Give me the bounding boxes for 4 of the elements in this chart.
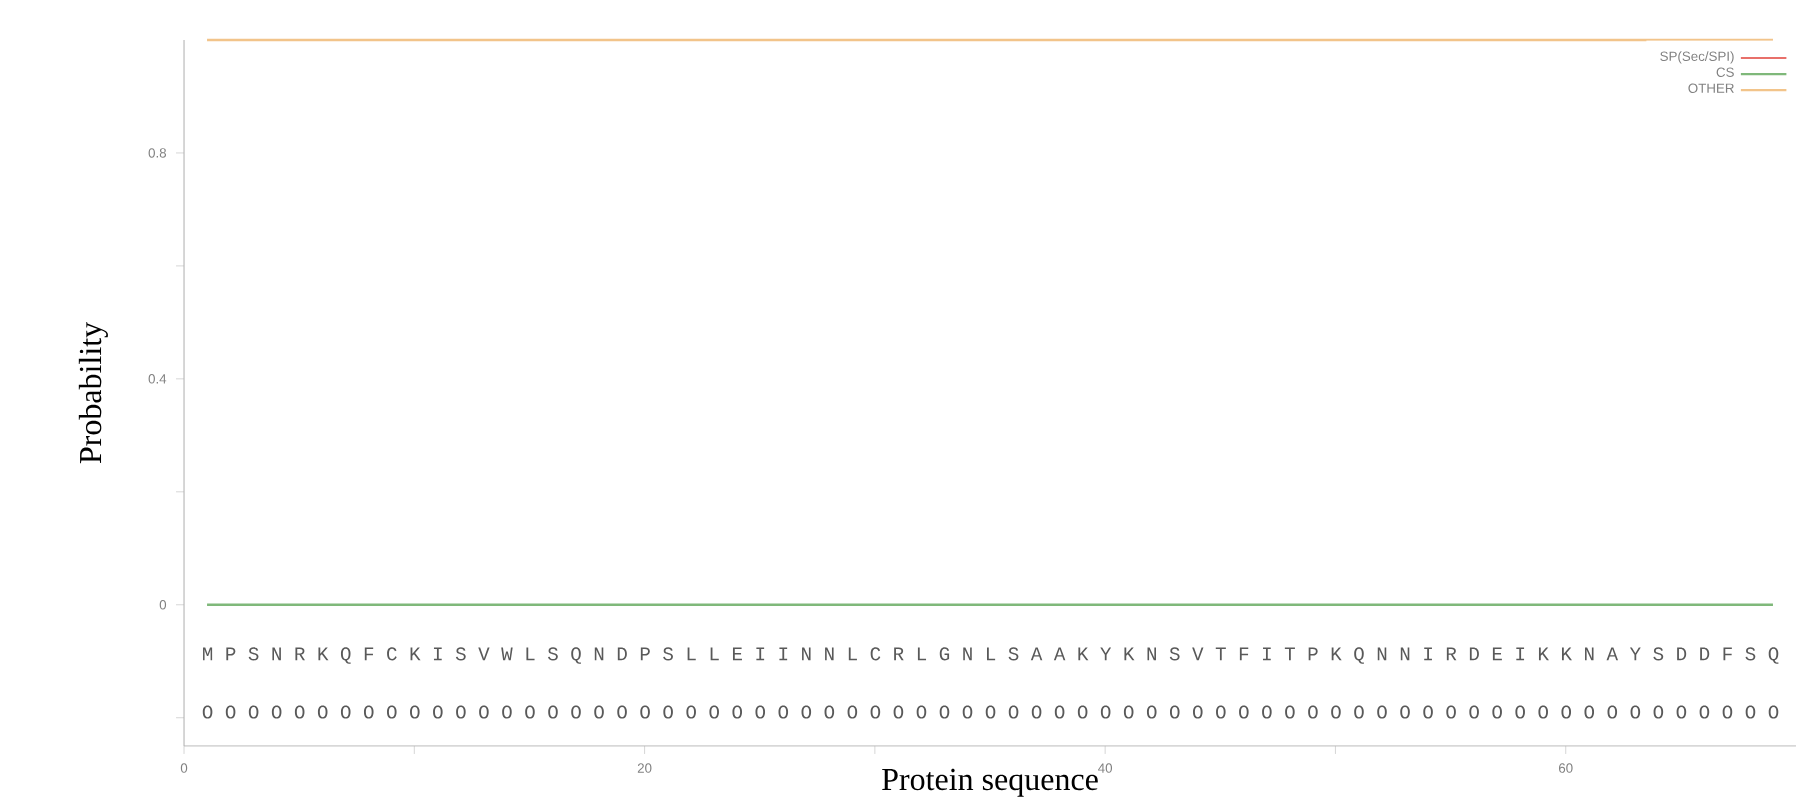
annotation: O O O O O O O O O O O O O O O O O O O O O O O O O O O O O O O O O O O O O O O O O O O O O O O O O O O O O O O O O O O O O O O O O O O O O [202,705,1779,719]
annotation: M P S N R K Q F C K I S V W L S Q N D P S L L E I I N N L C R L G N L S A A K Y K N S V T F I T P K Q N N I R D E I K K N A Y S D D F S Q [203,647,1779,664]
x-axis-title: Protein sequence [882,768,1098,797]
y-axis-title: Probability [78,321,108,464]
